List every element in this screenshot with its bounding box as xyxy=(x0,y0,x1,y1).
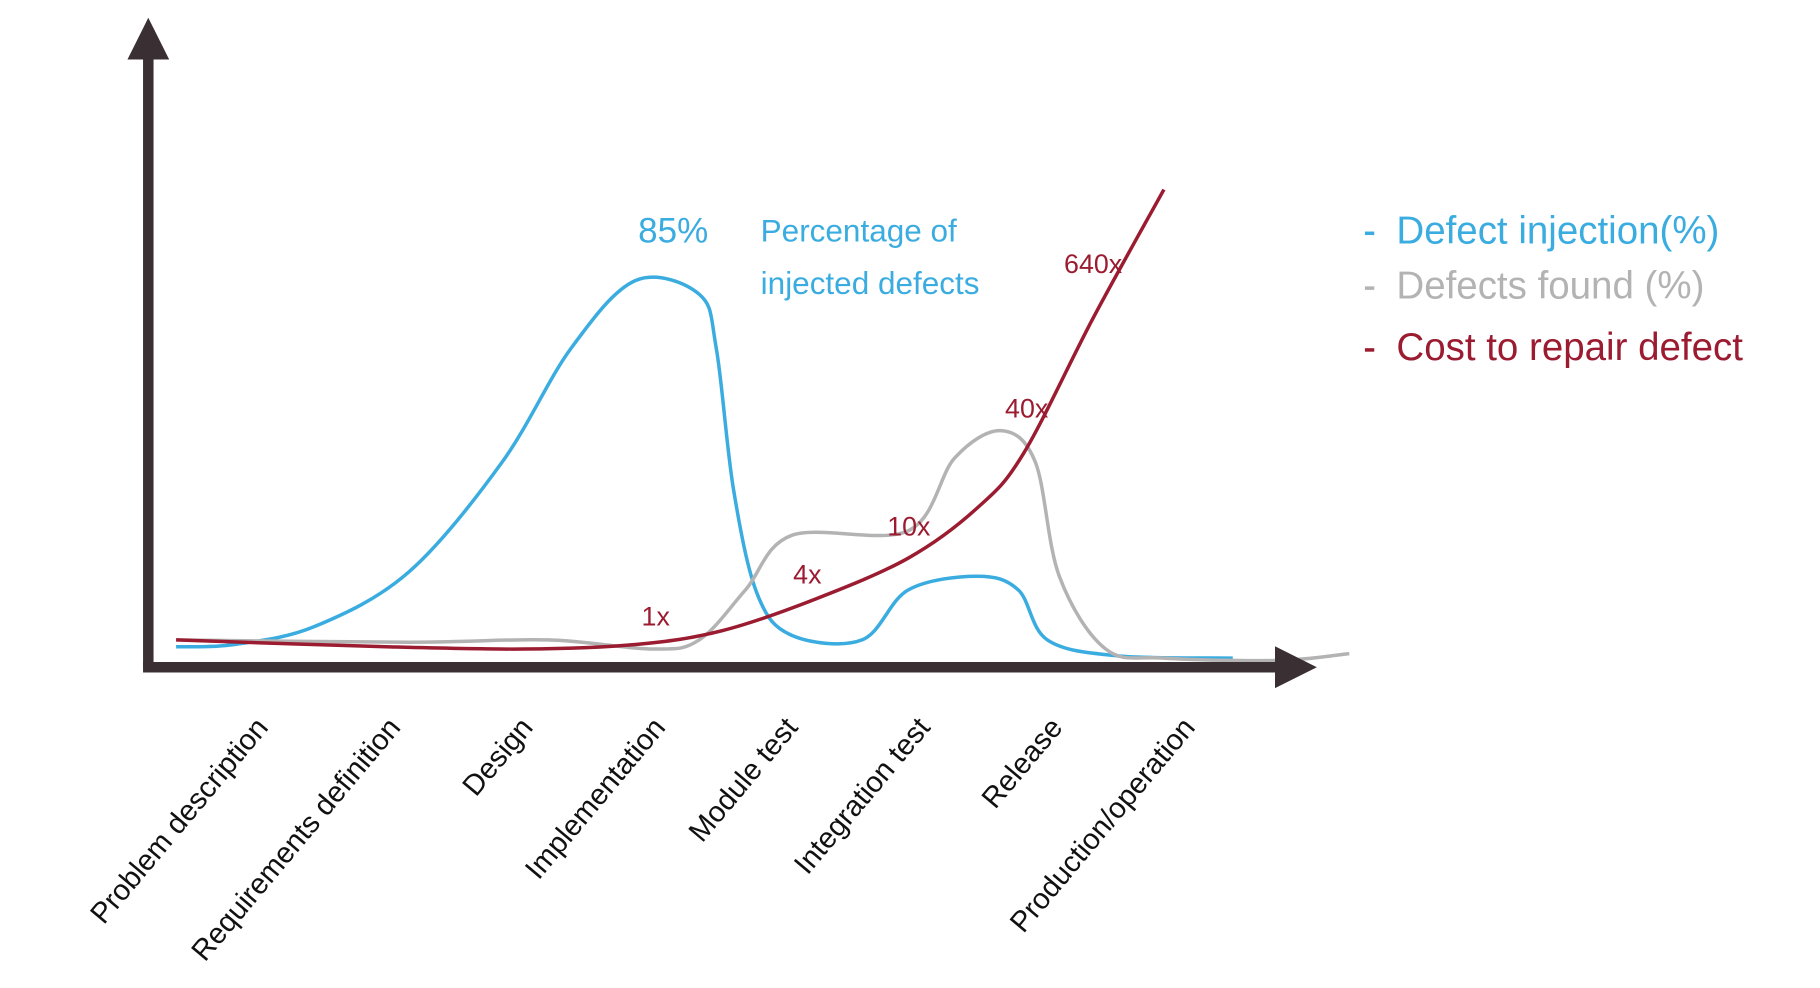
legend-label: Cost to repair defect xyxy=(1396,326,1743,369)
annotation: 640x xyxy=(1064,249,1123,279)
annotation: injected defects xyxy=(761,265,980,301)
x-tick-label: Implementation xyxy=(519,712,672,885)
annotation: 1x xyxy=(642,601,671,631)
x-tick-label: Integration test xyxy=(788,712,937,880)
annotation: 40x xyxy=(1005,394,1049,424)
annotation: 4x xyxy=(793,559,822,589)
series-line xyxy=(176,428,1350,663)
annotation: 85% xyxy=(638,212,708,251)
annotation: Percentage of xyxy=(761,213,957,249)
series-line xyxy=(176,188,1166,651)
legend-label: Defect injection(%) xyxy=(1396,209,1719,252)
legend-label: Defects found (%) xyxy=(1396,264,1704,307)
annotation: 10x xyxy=(887,511,931,541)
series-line xyxy=(176,275,1233,660)
x-tick-label: Release xyxy=(976,712,1069,815)
x-tick-label: Module test xyxy=(683,712,804,848)
x-tick-label: Design xyxy=(457,712,540,802)
